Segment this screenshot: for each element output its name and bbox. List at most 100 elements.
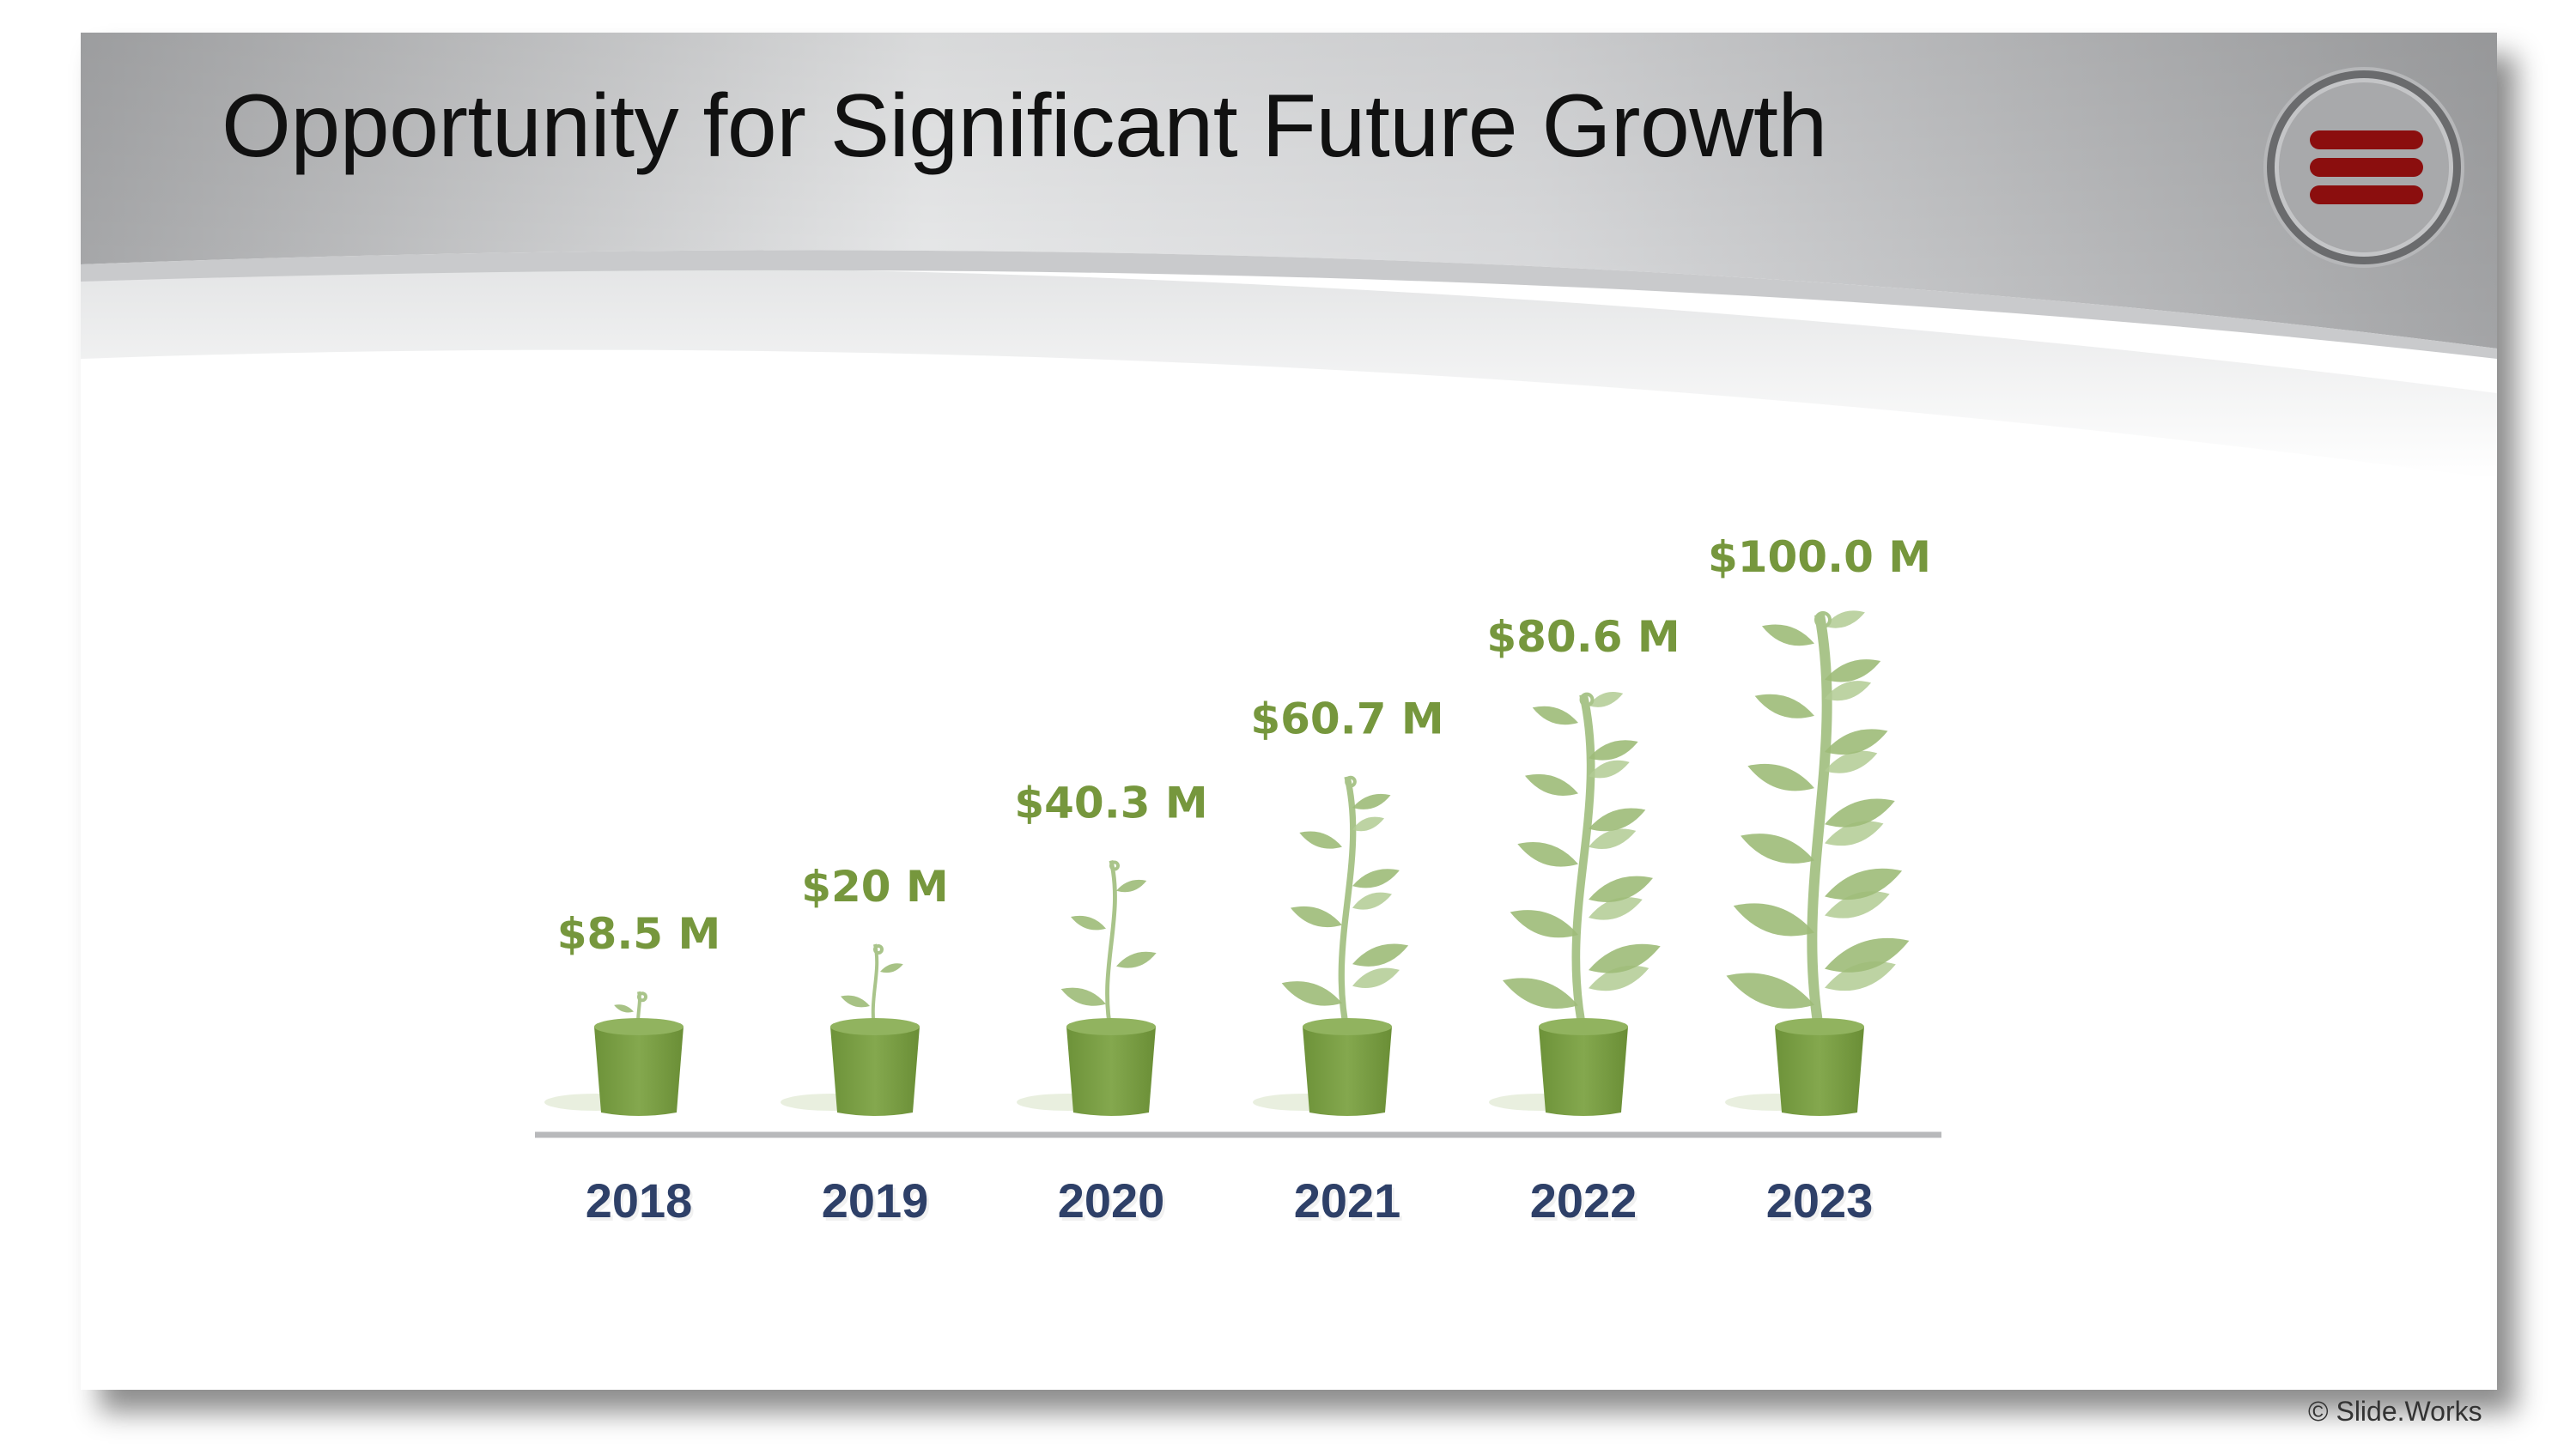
page-title: Opportunity for Significant Future Growt… (222, 76, 1827, 176)
year-label-shadow: 2021 (1297, 1177, 1404, 1231)
plant-pot-rim (830, 1018, 920, 1035)
plant-leaf (1825, 659, 1881, 682)
plant-leaf (1747, 763, 1814, 791)
plant-leaf (1825, 610, 1865, 628)
plant-mark-2022 (1489, 692, 1661, 1116)
plant-leaf (1299, 831, 1342, 849)
value-label: $80.6 M (1486, 612, 1680, 662)
plant-leaf (1510, 910, 1578, 938)
plant-leaf (1589, 828, 1637, 850)
plant-leaf (1761, 624, 1814, 646)
plant-pot-rim (1066, 1018, 1156, 1035)
plant-tendril (1345, 775, 1357, 788)
plant-leaf (1589, 897, 1643, 920)
plant-pot-rim (1775, 1018, 1864, 1035)
plant-pot (1539, 1027, 1628, 1116)
plant-pot (594, 1027, 683, 1116)
plant-pot-rim (1303, 1018, 1392, 1035)
plant-leaf (1071, 915, 1106, 931)
plant-tendril (637, 991, 647, 1003)
year-label-shadow: 2019 (824, 1177, 932, 1231)
year-label: 2019 (822, 1173, 929, 1228)
plant-pot (1303, 1027, 1392, 1116)
plant-stem (1807, 613, 1832, 1035)
plant-leaf (1352, 943, 1409, 967)
plant-pot-rim (1539, 1018, 1628, 1035)
plant-leaf (1589, 965, 1649, 991)
plant-stem (1571, 694, 1595, 1034)
header-swoosh (81, 250, 2497, 359)
plant-leaf (1352, 869, 1400, 888)
year-label: 2020 (1058, 1173, 1165, 1228)
plant-leaf (841, 995, 870, 1008)
plant-leaf (1726, 973, 1814, 1009)
plant-leaf (1589, 808, 1646, 832)
plant-tendril (1109, 860, 1120, 871)
header-fade (81, 266, 2497, 479)
plant-leaf (1352, 816, 1385, 832)
plant-leaf (1116, 879, 1147, 893)
plant-leaf (1502, 978, 1578, 1009)
plant-leaf (1825, 961, 1896, 991)
plant-stem (1105, 860, 1117, 1034)
plant-leaf (1060, 987, 1106, 1006)
plant-leaf (1532, 706, 1578, 725)
menu-button[interactable] (2267, 70, 2461, 264)
slide: $8.5 M 2018 2018 $20 M 2019 2019 $40.3 M 2020 20… (81, 33, 2497, 1390)
plant-leaf (1290, 906, 1342, 928)
plant-mark-2019 (781, 943, 920, 1116)
plant-leaf (1825, 681, 1872, 701)
year-label: 2023 (1766, 1173, 1874, 1228)
plant-leaf (1352, 793, 1391, 809)
plant-mark-2020 (1017, 860, 1157, 1116)
plant-pot (1066, 1027, 1156, 1116)
plant-pot-rim (594, 1018, 683, 1035)
plant-leaf (1825, 798, 1895, 828)
plant-leaf (614, 1004, 634, 1013)
plant-leaf (1825, 868, 1903, 900)
plant-leaf (1116, 951, 1157, 968)
year-label: 2018 (586, 1173, 693, 1228)
year-label-shadow: 2023 (1769, 1177, 1876, 1231)
value-label: $20 M (801, 862, 949, 912)
plant-leaf (1589, 943, 1661, 973)
plant-mark-2018 (544, 991, 683, 1116)
plant-leaf (1733, 903, 1814, 937)
year-label-shadow: 2020 (1060, 1177, 1168, 1231)
year-label-shadow: 2018 (588, 1177, 696, 1231)
plant-mark-2021 (1253, 775, 1409, 1116)
plant-tendril (873, 944, 884, 955)
plant-leaf (1589, 760, 1630, 779)
plant-leaf (1589, 876, 1654, 902)
plant-leaf (1825, 750, 1878, 773)
plant-leaf (1517, 842, 1578, 867)
year-label: 2021 (1294, 1173, 1401, 1228)
plant-leaf (1825, 937, 1910, 973)
plant-leaf (1352, 892, 1393, 910)
plant-stem (1338, 775, 1357, 1034)
plant-leaf (880, 963, 903, 973)
plant-leaf (1741, 834, 1814, 864)
plant-mark-2023 (1725, 610, 1910, 1116)
plant-leaf (1281, 981, 1342, 1006)
plant-tendril (1814, 611, 1832, 628)
value-label: $8.5 M (557, 909, 721, 959)
plant-leaf (1825, 821, 1884, 846)
plant-leaf (1754, 694, 1814, 718)
plant-leaf (1589, 740, 1638, 761)
plant-leaf (1524, 773, 1578, 796)
plant-pot (1775, 1027, 1864, 1116)
year-label-shadow: 2022 (1533, 1177, 1640, 1231)
copyright-notice: © Slide.Works (2308, 1396, 2482, 1427)
plant-leaf (1825, 891, 1890, 919)
plant-leaf (1352, 967, 1400, 989)
plant-leaf (1589, 692, 1624, 707)
value-label: $40.3 M (1014, 779, 1207, 828)
plant-pot (830, 1027, 920, 1116)
plant-leaf (1825, 729, 1888, 755)
plant-tendril (1579, 692, 1595, 707)
value-label: $60.7 M (1250, 694, 1443, 744)
value-label: $100.0 M (1708, 532, 1931, 582)
year-label: 2022 (1530, 1173, 1637, 1228)
